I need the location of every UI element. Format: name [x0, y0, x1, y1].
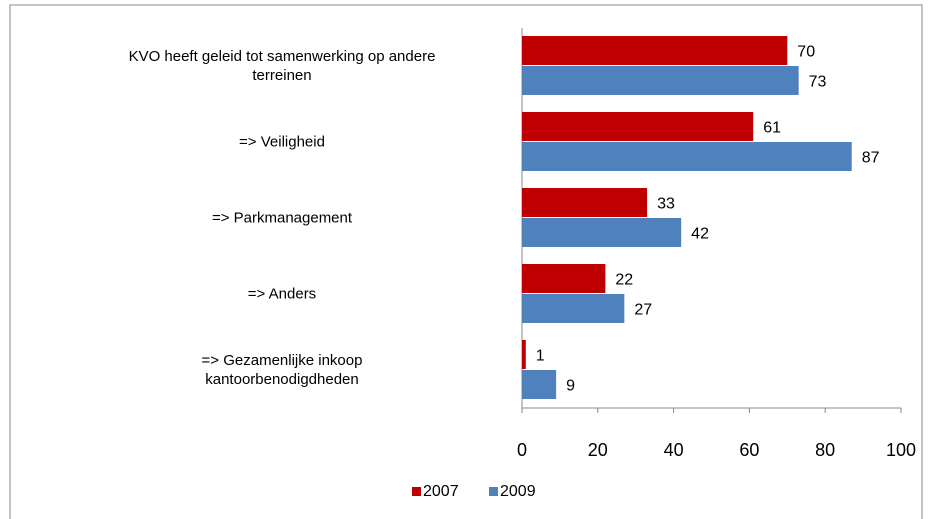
- bar: [522, 66, 799, 95]
- bar: [522, 218, 682, 247]
- bar: [522, 264, 606, 293]
- legend-label: 2009: [500, 483, 536, 500]
- x-tick-label: 60: [739, 440, 759, 460]
- data-label: 87: [862, 150, 880, 167]
- bar: [522, 142, 852, 171]
- bar: [522, 188, 648, 217]
- data-label: 9: [566, 378, 575, 395]
- data-label: 27: [634, 302, 652, 319]
- data-label: 61: [763, 120, 781, 137]
- x-tick-label: 100: [886, 440, 916, 460]
- bar: [522, 36, 788, 65]
- legend-label: 2007: [423, 483, 459, 500]
- data-label: 33: [657, 196, 675, 213]
- legend-swatch: [412, 487, 421, 496]
- data-label: 42: [691, 226, 709, 243]
- y-tick-label: => Anders: [247, 285, 317, 303]
- data-label: 70: [797, 44, 815, 61]
- legend-swatch: [489, 487, 498, 496]
- x-tick-label: 40: [664, 440, 684, 460]
- y-tick-label: KVO heeft geleid tot samenwerking op and…: [128, 48, 436, 84]
- y-tick-label: => Gezamenlijke inkoop kantoorbenodigdhe…: [201, 352, 363, 388]
- bar: [522, 340, 526, 369]
- bar: [522, 294, 625, 323]
- chart-frame: [9, 4, 923, 519]
- x-tick-label: 20: [588, 440, 608, 460]
- data-label: 73: [809, 74, 827, 91]
- bar: [522, 112, 754, 141]
- data-label: 22: [615, 272, 633, 289]
- bar: [522, 370, 557, 399]
- data-label: 1: [536, 348, 545, 365]
- x-tick-label: 0: [517, 440, 527, 460]
- x-tick-label: 80: [815, 440, 835, 460]
- y-tick-label: => Veiligheid: [239, 133, 325, 151]
- y-tick-label: => Parkmanagement: [211, 209, 353, 227]
